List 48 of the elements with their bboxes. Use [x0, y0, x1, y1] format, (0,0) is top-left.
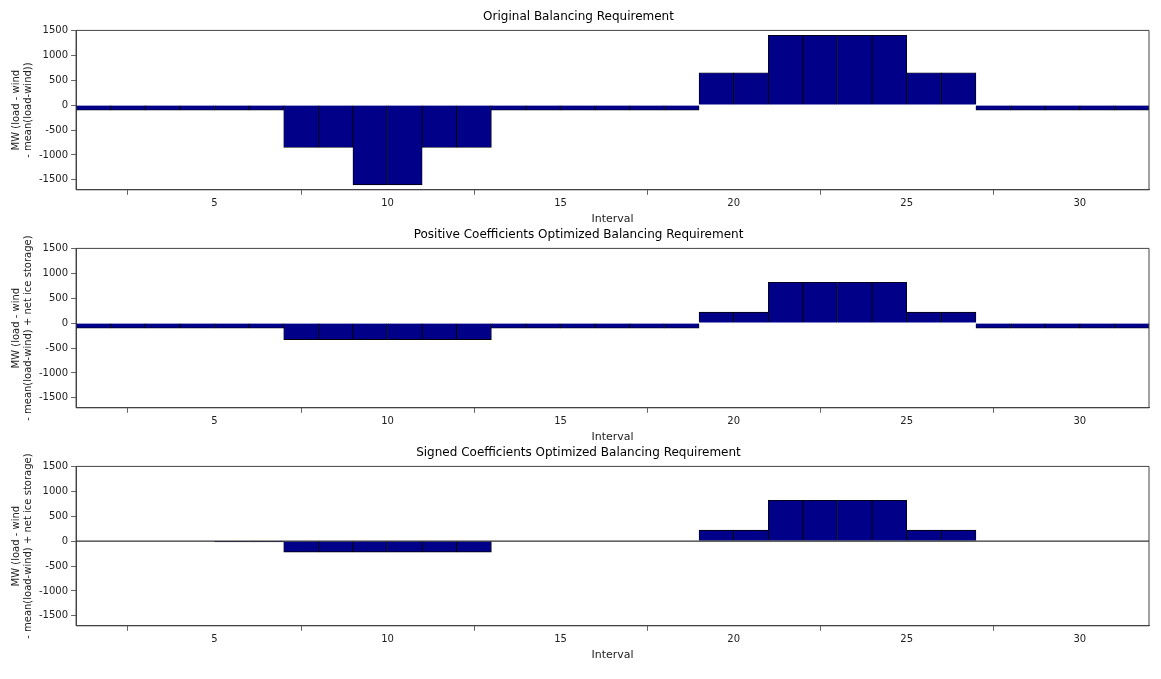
y-tick-label: 1500 [42, 241, 69, 253]
y-tick-label: 1500 [42, 459, 69, 471]
y-tick-label: -500 [45, 341, 69, 353]
y-axis-title: MW (load - wind - mean(load-wind) + net ice storage) [9, 235, 33, 421]
x-tick-label: 25 [900, 633, 914, 645]
x-tick-label: 15 [554, 633, 567, 645]
y-tick-label: -1000 [39, 584, 69, 596]
chart-title: Original Balancing Requirement [483, 9, 675, 24]
y-tick-label: 500 [48, 509, 69, 521]
x-tick-label: 30 [1073, 415, 1087, 427]
x-tick-label: 15 [554, 415, 567, 427]
x-axis-title: Interval [591, 648, 634, 662]
y-tick-label: -1000 [39, 148, 69, 160]
x-tick-label: 15 [554, 197, 567, 209]
x-tick-label: 5 [211, 197, 218, 209]
x-tick-label: 10 [381, 197, 394, 209]
x-tick-label: 5 [211, 415, 218, 427]
x-axis-title: Interval [591, 212, 634, 226]
y-tick-label: -1500 [39, 173, 69, 185]
x-tick-label: 30 [1073, 633, 1087, 645]
x-tick-label: 30 [1073, 197, 1087, 209]
x-tick-label: 20 [727, 633, 741, 645]
y-tick-label: -1500 [39, 391, 69, 403]
y-axis-title: MW (load - wind - mean(load-wind)) [9, 62, 33, 158]
x-tick-label: 5 [211, 633, 218, 645]
chart-title: Positive Coefficients Optimized Balancing Requirement [413, 227, 744, 242]
y-tick-label: 1000 [42, 484, 69, 496]
x-tick-label: 25 [900, 197, 914, 209]
x-tick-label: 10 [381, 415, 394, 427]
y-tick-label: 500 [48, 291, 69, 303]
y-tick-label: -500 [45, 123, 69, 135]
y-tick-label: -500 [45, 559, 69, 571]
x-tick-label: 25 [900, 415, 914, 427]
y-tick-label: -1500 [39, 609, 69, 621]
x-axis-title: Interval [591, 430, 634, 444]
y-tick-label: 0 [61, 534, 69, 546]
chart-title: Signed Coefficients Optimized Balancing Requirement [416, 445, 742, 460]
x-tick-label: 10 [381, 633, 394, 645]
y-tick-label: 1000 [42, 266, 69, 278]
y-tick-label: 0 [61, 98, 69, 110]
y-tick-label: 1000 [42, 48, 69, 60]
y-tick-label: -1000 [39, 366, 69, 378]
y-axis-title: MW (load - wind - mean(load-wind) + net ice storage) [9, 453, 33, 639]
y-tick-label: 0 [61, 316, 69, 328]
y-tick-label: 500 [48, 73, 69, 85]
x-tick-label: 20 [727, 415, 741, 427]
y-tick-label: 1500 [42, 23, 69, 35]
x-tick-label: 20 [727, 197, 741, 209]
